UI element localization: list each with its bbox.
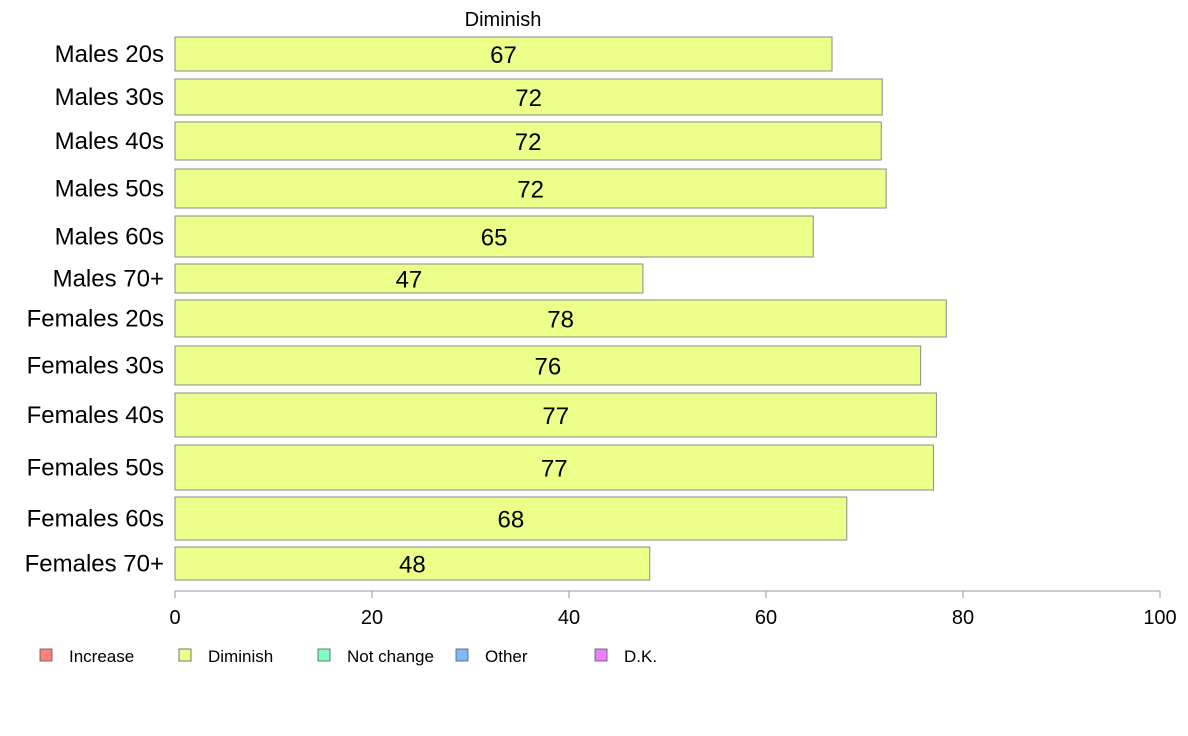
x-axis: 0 20 40 60 80 100 — [169, 590, 1177, 629]
bar-7 — [174, 345, 922, 386]
bar-4 — [174, 215, 814, 258]
category-label-7: Females 30s — [27, 353, 164, 380]
category-label-1: Males 30s — [55, 84, 164, 111]
bar-1 — [174, 78, 883, 116]
legend-swatch-2 — [317, 648, 331, 662]
value-label-2: 72 — [515, 129, 542, 156]
bars-group — [174, 36, 947, 581]
value-label-0: 67 — [490, 42, 517, 69]
x-tick-label-5: 100 — [1143, 607, 1176, 629]
value-label-1: 72 — [515, 85, 542, 112]
chart-title: Diminish — [465, 9, 542, 31]
value-label-7: 76 — [534, 354, 561, 381]
bar-8 — [174, 392, 937, 438]
category-label-2: Males 40s — [55, 128, 164, 155]
category-label-3: Males 50s — [55, 176, 164, 203]
category-labels: Males 20s Males 30s Males 40s Males 50s Male… — [25, 41, 164, 578]
legend-label-4: D.K. — [624, 647, 657, 666]
value-label-4: 65 — [481, 225, 508, 252]
legend: Increase Diminish Not change Other D.K. — [39, 647, 657, 666]
x-tick-label-4: 80 — [952, 607, 974, 629]
bar-11 — [174, 546, 651, 581]
bar-5 — [174, 263, 644, 294]
legend-swatch-4 — [594, 648, 608, 662]
category-label-0: Males 20s — [55, 41, 164, 68]
value-label-11: 48 — [399, 552, 426, 579]
legend-swatch-1 — [178, 648, 192, 662]
category-label-11: Females 70+ — [25, 551, 164, 578]
x-tick-label-2: 40 — [558, 607, 580, 629]
category-label-6: Females 20s — [27, 306, 164, 333]
bar-0 — [174, 36, 833, 72]
legend-label-3: Other — [485, 647, 528, 666]
x-tick-label-0: 0 — [169, 607, 180, 629]
legend-swatch-3 — [455, 648, 469, 662]
bar-3 — [174, 168, 887, 209]
value-label-9: 77 — [541, 456, 568, 483]
x-tick-label-1: 20 — [361, 607, 383, 629]
category-label-5: Males 70+ — [53, 266, 164, 293]
value-label-3: 72 — [517, 177, 544, 204]
category-label-4: Males 60s — [55, 224, 164, 251]
legend-swatch-0 — [39, 648, 53, 662]
value-label-6: 78 — [547, 307, 574, 334]
value-label-10: 68 — [498, 507, 525, 534]
category-label-9: Females 50s — [27, 455, 164, 482]
category-label-8: Females 40s — [27, 402, 164, 429]
x-tick-label-3: 60 — [755, 607, 777, 629]
bar-10 — [174, 496, 848, 541]
value-labels: 67 72 72 72 65 47 78 76 77 77 68 48 — [396, 42, 574, 579]
value-label-8: 77 — [542, 403, 569, 430]
legend-label-1: Diminish — [208, 647, 273, 666]
legend-label-0: Increase — [69, 647, 134, 666]
bar-9 — [174, 444, 934, 491]
bar-6 — [174, 299, 947, 338]
legend-label-2: Not change — [347, 647, 434, 666]
value-label-5: 47 — [396, 267, 423, 294]
category-label-10: Females 60s — [27, 506, 164, 533]
bar-2 — [174, 121, 882, 161]
